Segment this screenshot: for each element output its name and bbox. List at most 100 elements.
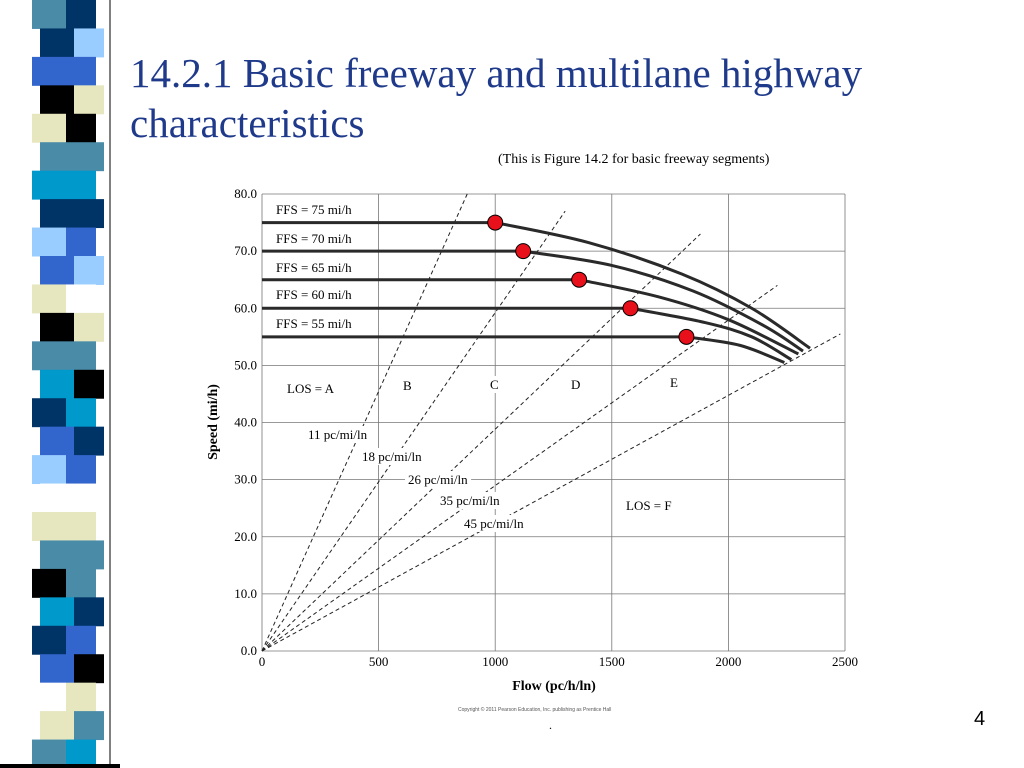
sidebar-bottom-bar	[0, 764, 120, 768]
sidebar-stripe	[40, 597, 74, 627]
breakpoint-marker	[487, 214, 504, 231]
annotation-backing	[273, 259, 356, 276]
copyright-notice: Copyright © 2011 Pearson Education, Inc.…	[458, 707, 612, 713]
sidebar-stripe	[40, 199, 74, 229]
annotation-ffs-55: FFS = 55 mi/h	[276, 316, 352, 331]
annotation-backing	[273, 286, 356, 303]
sidebar-stripe	[66, 0, 96, 29]
sidebar-stripe	[66, 284, 96, 314]
annotation-density-26: 26 pc/mi/ln	[408, 472, 468, 487]
y-tick-label: 50.0	[234, 357, 257, 372]
y-tick-label: 20.0	[234, 529, 257, 544]
sidebar-stripe	[74, 312, 104, 342]
density-line	[261, 284, 778, 652]
los-label-f: LOS = F	[626, 498, 672, 513]
annotation-backing	[623, 497, 675, 514]
speed-flow-chart: 0 500 1000 1500 2000 2500 0.0 10.0 20.0 30.0 40.0 5…	[200, 182, 880, 702]
sidebar-stripe	[66, 568, 96, 598]
annotation-density-11: 11 pc/mi/ln	[308, 427, 368, 442]
x-tick-label: 2000	[715, 654, 741, 669]
breakpoint-marker	[515, 243, 532, 260]
sidebar-stripe	[66, 170, 96, 200]
sidebar-stripe	[66, 512, 96, 541]
annotation-backing	[273, 315, 356, 332]
sidebar-stripe	[74, 85, 104, 115]
slide-title: 14.2.1 Basic freeway and multilane highw…	[130, 50, 863, 146]
annotation-backing	[359, 448, 426, 465]
sidebar-stripe	[74, 597, 104, 627]
sidebar-stripe	[32, 170, 66, 200]
sidebar-stripe	[40, 28, 74, 58]
annotation-ffs-75: FFS = 75 mi/h	[276, 202, 352, 217]
x-tick-label: 1000	[482, 654, 508, 669]
sidebar-stripe	[32, 0, 66, 29]
y-tick-label: 70.0	[234, 243, 257, 258]
sidebar-stripe	[74, 369, 104, 399]
sidebar-stripe	[40, 312, 74, 342]
annotation-backing	[568, 376, 584, 393]
sidebar-stripe	[66, 227, 96, 257]
sidebar-stripe	[32, 568, 66, 598]
speed-flow-curve	[262, 306, 793, 361]
decorative-sidebar	[0, 0, 120, 768]
sidebar-stripe	[32, 341, 66, 371]
sidebar-stripe	[66, 56, 96, 86]
los-label-a: LOS = A	[287, 381, 335, 396]
annotation-density-18: 18 pc/mi/ln	[362, 449, 422, 464]
annotation-ffs-60: FFS = 60 mi/h	[276, 287, 352, 302]
sidebar-stripe	[32, 455, 66, 485]
annotation-backing	[667, 374, 681, 391]
sidebar-stripe	[40, 540, 74, 570]
sidebar-stripe	[66, 625, 96, 655]
sidebar-stripe	[40, 256, 74, 285]
y-tick-label: 80.0	[234, 186, 257, 201]
sidebar-stripe	[40, 142, 74, 172]
y-tick-label: 60.0	[234, 300, 257, 315]
los-label-c: C	[490, 377, 499, 392]
sidebar-stripe	[32, 682, 66, 712]
sidebar-stripe	[74, 654, 104, 684]
sidebar-stripe	[32, 512, 66, 541]
breakpoint-marker	[678, 328, 695, 345]
sidebar-stripe	[74, 426, 104, 456]
breakpoint-marker	[571, 271, 588, 288]
annotation-backing	[405, 471, 472, 488]
figure-caption: (This is Figure 14.2 for basic freeway s…	[498, 152, 770, 167]
y-tick-label: 40.0	[234, 415, 257, 430]
y-tick-label: 0.0	[241, 643, 257, 658]
breakpoint-marker	[622, 300, 639, 317]
annotation-ffs-70: FFS = 70 mi/h	[276, 231, 352, 246]
speed-flow-curve	[262, 221, 811, 350]
sidebar-stripe	[32, 284, 66, 314]
annotation-backing	[284, 380, 338, 397]
sidebar-stripe	[66, 739, 96, 768]
sidebar-stripe	[32, 56, 66, 86]
x-axis-label: Flow (pc/h/ln)	[512, 679, 596, 694]
density-line	[261, 210, 566, 652]
sidebar-stripe	[74, 28, 104, 58]
sidebar-stripe	[32, 625, 66, 655]
annotation-density-45: 45 pc/mi/ln	[464, 516, 524, 531]
sidebar-stripe	[32, 739, 66, 768]
sidebar-stripe	[32, 113, 66, 143]
sidebar-stripe	[40, 85, 74, 115]
sidebar-stripe	[32, 227, 66, 257]
sidebar-stripe	[74, 199, 104, 229]
sidebar-stripe	[40, 483, 74, 513]
speed-flow-curve	[262, 278, 800, 356]
annotation-backing	[305, 426, 371, 443]
x-tick-label: 500	[369, 654, 389, 669]
annotation-density-35: 35 pc/mi/ln	[440, 493, 500, 508]
los-label-b: B	[403, 378, 412, 393]
footer-dot: .	[549, 718, 552, 732]
los-label-e: E	[670, 375, 678, 390]
annotation-ffs-65: FFS = 65 mi/h	[276, 260, 352, 275]
density-line	[261, 333, 841, 652]
annotation-backing	[437, 492, 504, 509]
los-label-d: D	[571, 377, 580, 392]
x-tick-label: 0	[259, 654, 266, 669]
annotation-backing	[461, 515, 528, 532]
sidebar-stripe	[74, 540, 104, 570]
x-tick-label: 2500	[832, 654, 858, 669]
sidebar-stripe	[40, 711, 74, 741]
